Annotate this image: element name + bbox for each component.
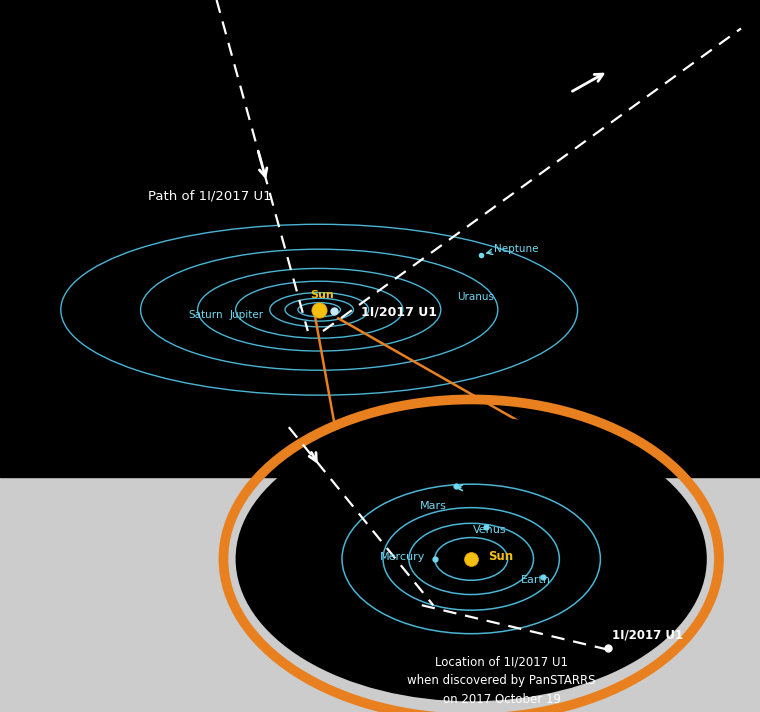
Bar [0,477,760,712]
Text: Jupiter: Jupiter [230,310,264,320]
Text: Mars: Mars [420,501,447,511]
Text: Sun: Sun [310,290,334,300]
Ellipse shape [236,417,707,701]
Text: Path of 1I/2017 U1: Path of 1I/2017 U1 [148,189,272,202]
Text: Earth: Earth [521,575,551,585]
Bar [0,0,760,477]
Text: Venus: Venus [473,525,507,535]
Text: 1I/2017 U1: 1I/2017 U1 [612,629,683,642]
Text: Saturn: Saturn [188,310,223,320]
Text: Neptune: Neptune [494,244,539,254]
Text: Sun: Sun [488,550,513,562]
Text: Mercury: Mercury [380,553,426,562]
Text: Uranus: Uranus [457,292,494,302]
Text: Location of 1I/2017 U1
when discovered by PanSTARRS
on 2017 October 19: Location of 1I/2017 U1 when discovered b… [407,655,596,706]
Text: 1I/2017 U1: 1I/2017 U1 [361,305,437,318]
